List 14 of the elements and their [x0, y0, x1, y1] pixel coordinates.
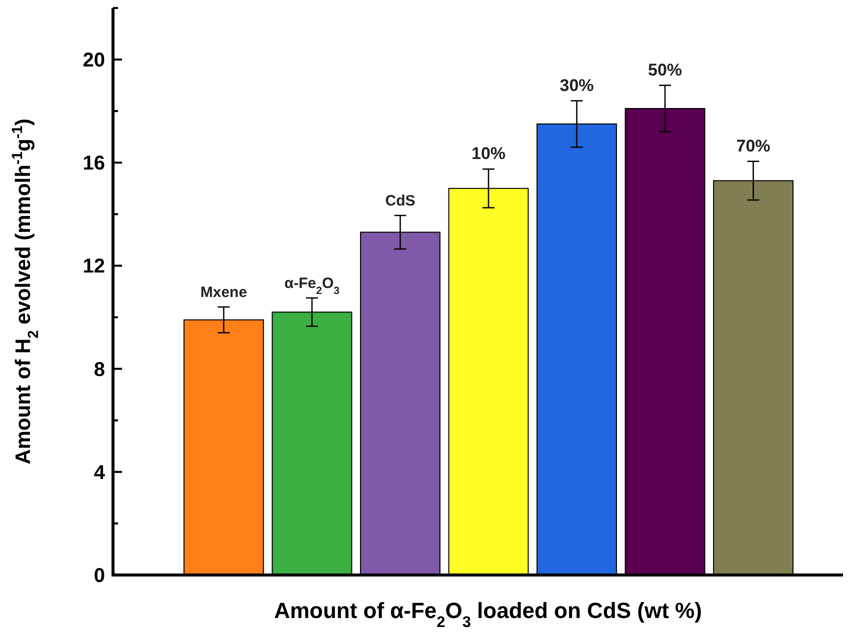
x-axis-title: Amount of α-Fe$_{2}$O$_{3}$ loaded on CdS (wt %): [274, 598, 702, 630]
x-tick-label: CdS: [385, 192, 416, 210]
x-tick-label: 30%: [560, 76, 594, 95]
x-tick-label: α-Fe$_{2}$O$_{3}$: [284, 274, 340, 297]
x-tick-label: 50%: [648, 60, 682, 80]
y-tick-label: 8: [94, 358, 105, 381]
x-tick-label: Mxene: [200, 284, 248, 301]
x-tick-label: 70%: [736, 136, 770, 156]
x-tick-label: 10%: [471, 144, 506, 164]
y-tick-label: 16: [82, 152, 105, 175]
y-tick-label: 4: [94, 462, 106, 484]
y-tick-label: 20: [82, 50, 105, 72]
y-tick-label: 12: [82, 256, 105, 278]
y-tick-label: 0: [94, 565, 105, 587]
